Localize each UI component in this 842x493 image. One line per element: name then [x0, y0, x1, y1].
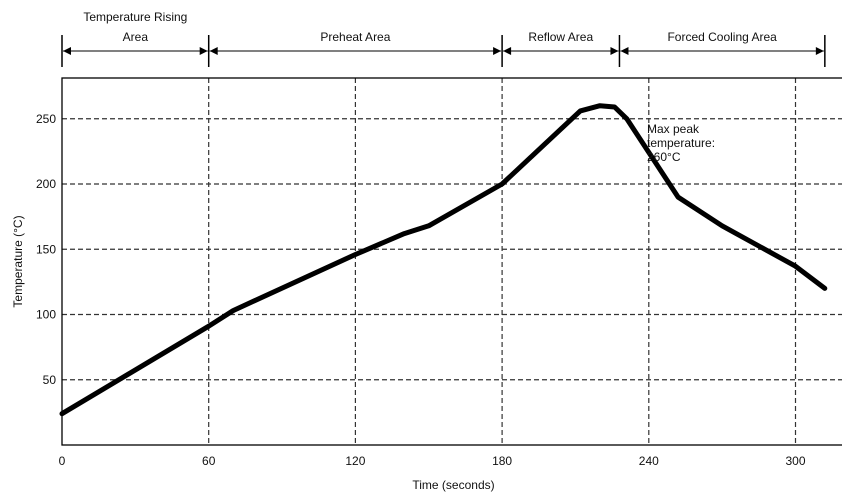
annotation-line-3: 260°C: [647, 150, 681, 164]
zone-label: Forced Cooling Area: [667, 30, 777, 44]
y-tick-label: 150: [36, 242, 56, 256]
y-tick-label: 100: [36, 308, 56, 322]
grid-lines: [62, 78, 842, 445]
annotation-line-1: Max peak: [647, 122, 700, 136]
arrowhead-right: [199, 47, 208, 55]
y-axis-label: Temperature (°C): [11, 215, 25, 307]
zone-label: Preheat Area: [320, 30, 390, 44]
y-tick-label: 200: [36, 177, 56, 191]
arrowhead-left: [209, 47, 218, 55]
arrowhead-left: [503, 47, 512, 55]
temperature-curve: [59, 103, 828, 417]
x-tick-label: 300: [785, 454, 805, 468]
arrowhead-right: [610, 47, 619, 55]
zone-label: Reflow Area: [528, 30, 593, 44]
arrowhead-left: [63, 47, 71, 55]
plot-frame: [61, 77, 842, 446]
x-tick-label: 120: [345, 454, 365, 468]
arrowhead-right: [815, 47, 824, 55]
zone-header: Temperature Rising Area Preheat Area Reflow…: [61, 10, 826, 67]
x-tick-label: 0: [59, 454, 66, 468]
x-axis-label: Time (seconds): [412, 478, 494, 492]
peak-annotation: Max peak temperature: 260°C: [647, 122, 715, 164]
zone-label: Area: [123, 30, 149, 44]
x-tick-label: 180: [492, 454, 512, 468]
y-tick-label: 250: [36, 112, 56, 126]
arrowhead-right: [493, 47, 502, 55]
x-tick-label: 60: [202, 454, 216, 468]
x-tick-label: 240: [639, 454, 659, 468]
y-axis-ticks: 50 100 150 200 250: [36, 112, 56, 387]
y-tick-label: 50: [43, 373, 57, 387]
zone-label-line-1: Temperature Rising: [83, 10, 187, 24]
x-axis-ticks: 0 60 120 180 240 300: [59, 454, 806, 468]
annotation-line-2: temperature:: [647, 136, 715, 150]
arrowhead-left: [620, 47, 629, 55]
